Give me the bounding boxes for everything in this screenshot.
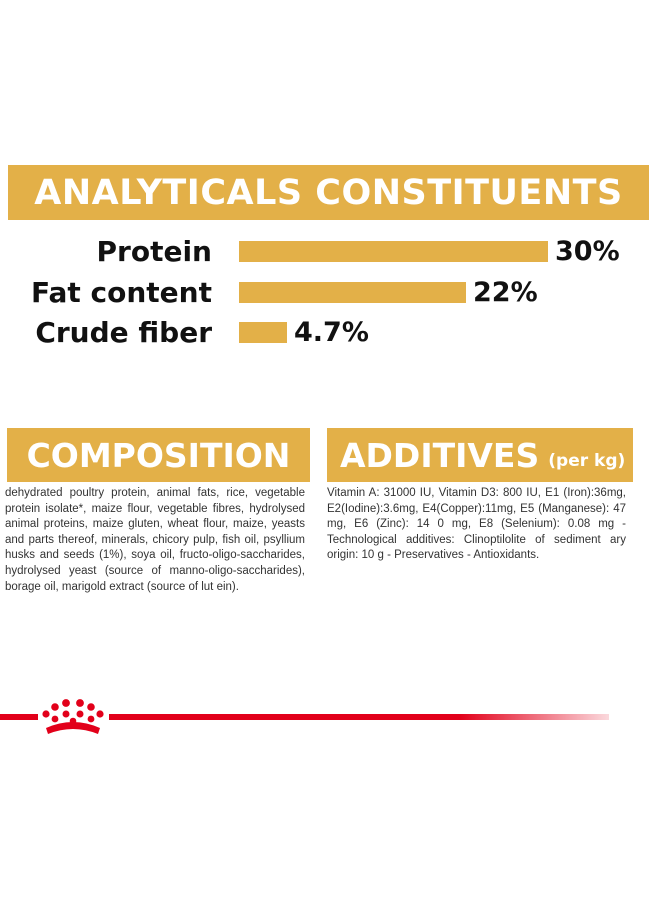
nutrient-value: 30%	[555, 236, 620, 267]
composition-title-banner: COMPOSITION	[7, 428, 310, 482]
nutrient-value: 22%	[473, 277, 538, 308]
footer-red-line-left	[0, 714, 38, 720]
nutrient-row-fat-content: Fat content 22%	[0, 275, 660, 311]
composition-title: COMPOSITION	[26, 435, 291, 475]
crown-logo-icon	[42, 699, 104, 734]
nutrient-row-protein: Protein 30%	[0, 234, 660, 270]
nutrient-bar	[239, 282, 466, 303]
nutrient-row-crude-fiber: Crude fiber 4.7%	[0, 315, 660, 351]
nutrient-bar	[239, 322, 287, 343]
nutrient-label: Protein	[96, 235, 212, 268]
analyticals-title-banner: ANALYTICALS CONSTITUENTS	[8, 165, 649, 220]
analyticals-title: ANALYTICALS CONSTITUENTS	[34, 172, 623, 213]
additives-title-banner: ADDITIVES (per kg)	[327, 428, 633, 482]
composition-text: dehydrated poultry protein, animal fats,…	[5, 487, 305, 593]
nutrient-label: Fat content	[31, 276, 212, 309]
additives-title-suffix: (per kg)	[548, 451, 626, 471]
nutrient-label: Crude fiber	[35, 316, 212, 349]
nutrient-value: 4.7%	[294, 317, 369, 348]
footer-red-line-right	[109, 714, 609, 720]
nutrient-bar	[239, 241, 548, 262]
additives-title: ADDITIVES	[340, 435, 540, 475]
additives-text: Vitamin A: 31000 IU, Vitamin D3: 800 IU,…	[327, 487, 626, 562]
